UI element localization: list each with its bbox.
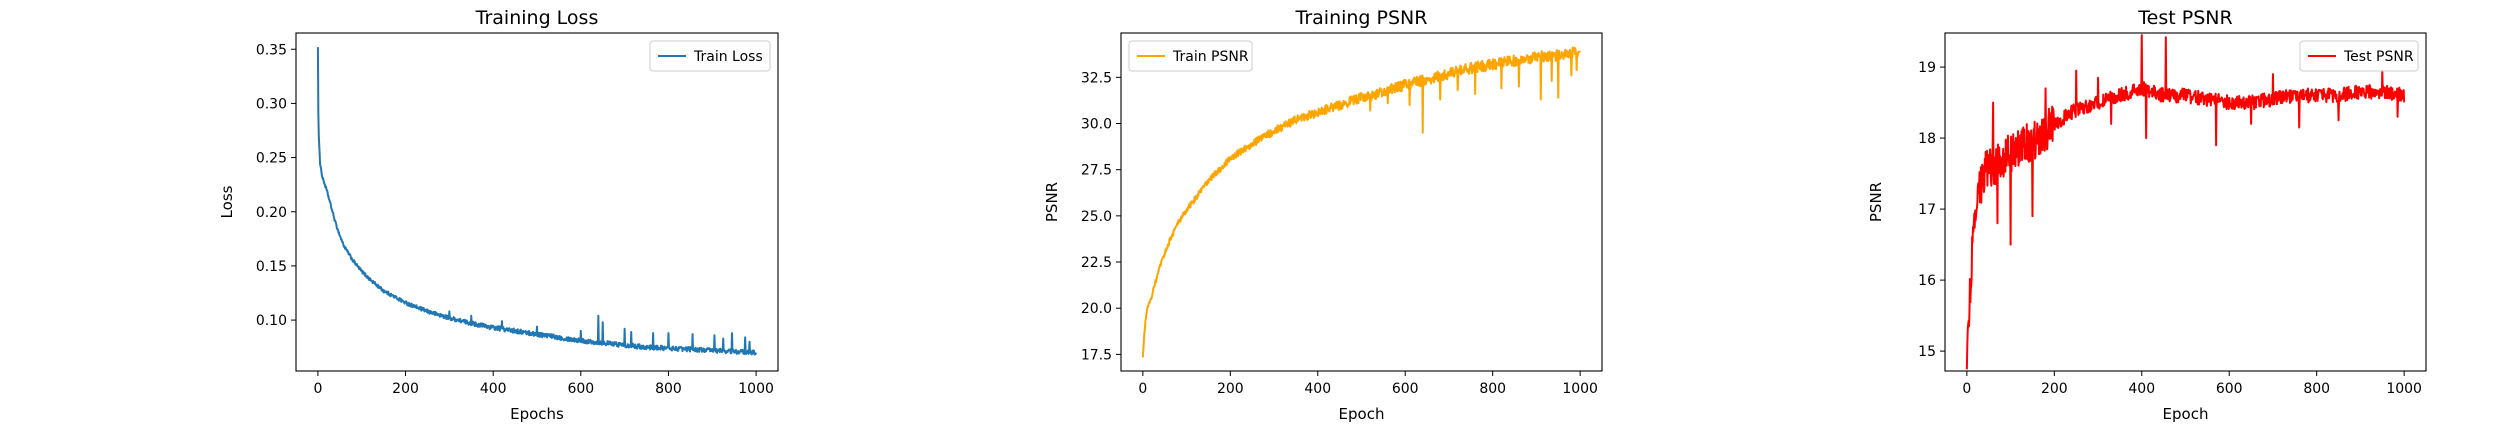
y-tick-label: 15 bbox=[1918, 344, 1936, 360]
x-axis-label: Epochs bbox=[510, 405, 564, 423]
chart-title: Training PSNR bbox=[1295, 7, 1428, 29]
y-tick-label: 0.10 bbox=[256, 313, 287, 329]
x-tick-label: 200 bbox=[392, 381, 419, 397]
x-tick-label: 1000 bbox=[1562, 381, 1598, 397]
y-tick-label: 27.5 bbox=[1081, 163, 1112, 179]
x-tick-label: 400 bbox=[1304, 381, 1331, 397]
legend: Train PSNR bbox=[1128, 40, 1253, 72]
legend-label: Train PSNR bbox=[1172, 49, 1249, 65]
x-tick-label: 400 bbox=[480, 381, 507, 397]
y-tick-label: 22.5 bbox=[1081, 255, 1112, 271]
y-tick-label: 0.30 bbox=[256, 96, 287, 112]
x-axis-label: Epoch bbox=[2163, 405, 2209, 423]
legend-box bbox=[649, 40, 771, 72]
x-tick-label: 0 bbox=[1962, 381, 1971, 397]
axes-frame bbox=[295, 32, 779, 372]
y-tick-label: 17.5 bbox=[1081, 347, 1112, 363]
x-tick-label: 800 bbox=[2303, 381, 2330, 397]
axes-frame bbox=[1120, 32, 1603, 372]
y-tick-label: 17 bbox=[1918, 202, 1936, 218]
legend-label: Test PSNR bbox=[2343, 49, 2414, 65]
y-tick-label: 19 bbox=[1918, 60, 1936, 76]
y-tick-label: 16 bbox=[1918, 273, 1936, 289]
y-axis-label: PSNR bbox=[1867, 182, 1885, 222]
chart-panel-2: Training PSNR 0 200 400 600 800 1000 17.5 20.0 22… bbox=[1043, 7, 1603, 423]
series-line-test-psnr bbox=[1965, 34, 2406, 370]
x-tick-label: 800 bbox=[1479, 381, 1506, 397]
legend-label: Train Loss bbox=[693, 49, 763, 65]
y-axis-label: Loss bbox=[218, 185, 236, 218]
x-tick-label: 200 bbox=[1217, 381, 1244, 397]
y-tick-label: 0.35 bbox=[256, 42, 287, 58]
chart-panel-3: Test PSNR 0 200 400 600 800 1000 15 16 17 18 19 Epoc… bbox=[1867, 7, 2427, 423]
series-line-train-loss bbox=[316, 47, 758, 356]
axes-frame bbox=[1944, 32, 2427, 372]
x-tick-label: 600 bbox=[1392, 381, 1419, 397]
y-tick-label: 25.0 bbox=[1081, 209, 1112, 225]
x-tick-label: 1000 bbox=[2386, 381, 2422, 397]
chart-panel-1: Training Loss 0 200 400 600 800 1000 0.10 0.15 0.… bbox=[218, 7, 779, 423]
series-line-train-psnr bbox=[1141, 46, 1581, 358]
y-tick-label: 30.0 bbox=[1081, 117, 1112, 133]
y-tick-label: 20.0 bbox=[1081, 301, 1112, 317]
legend-box bbox=[2299, 40, 2419, 72]
x-tick-label: 400 bbox=[2128, 381, 2155, 397]
y-axis-label: PSNR bbox=[1043, 182, 1061, 222]
chart-title: Training Loss bbox=[475, 7, 599, 29]
legend: Test PSNR bbox=[2299, 40, 2419, 72]
y-tick-label: 0.25 bbox=[256, 151, 287, 167]
x-tick-label: 600 bbox=[2216, 381, 2243, 397]
y-tick-label: 0.20 bbox=[256, 205, 287, 221]
chart-title: Test PSNR bbox=[2137, 7, 2232, 29]
x-tick-label: 200 bbox=[2041, 381, 2068, 397]
legend: Train Loss bbox=[649, 40, 771, 72]
x-tick-label: 0 bbox=[313, 381, 322, 397]
legend-box bbox=[1128, 40, 1253, 72]
y-tick-label: 18 bbox=[1918, 131, 1936, 147]
y-tick-label: 0.15 bbox=[256, 259, 287, 275]
x-tick-label: 1000 bbox=[738, 381, 774, 397]
y-tick-label: 32.5 bbox=[1081, 70, 1112, 86]
x-tick-label: 800 bbox=[655, 381, 682, 397]
x-tick-label: 600 bbox=[567, 381, 594, 397]
x-axis-label: Epoch bbox=[1339, 405, 1385, 423]
x-tick-label: 0 bbox=[1138, 381, 1147, 397]
